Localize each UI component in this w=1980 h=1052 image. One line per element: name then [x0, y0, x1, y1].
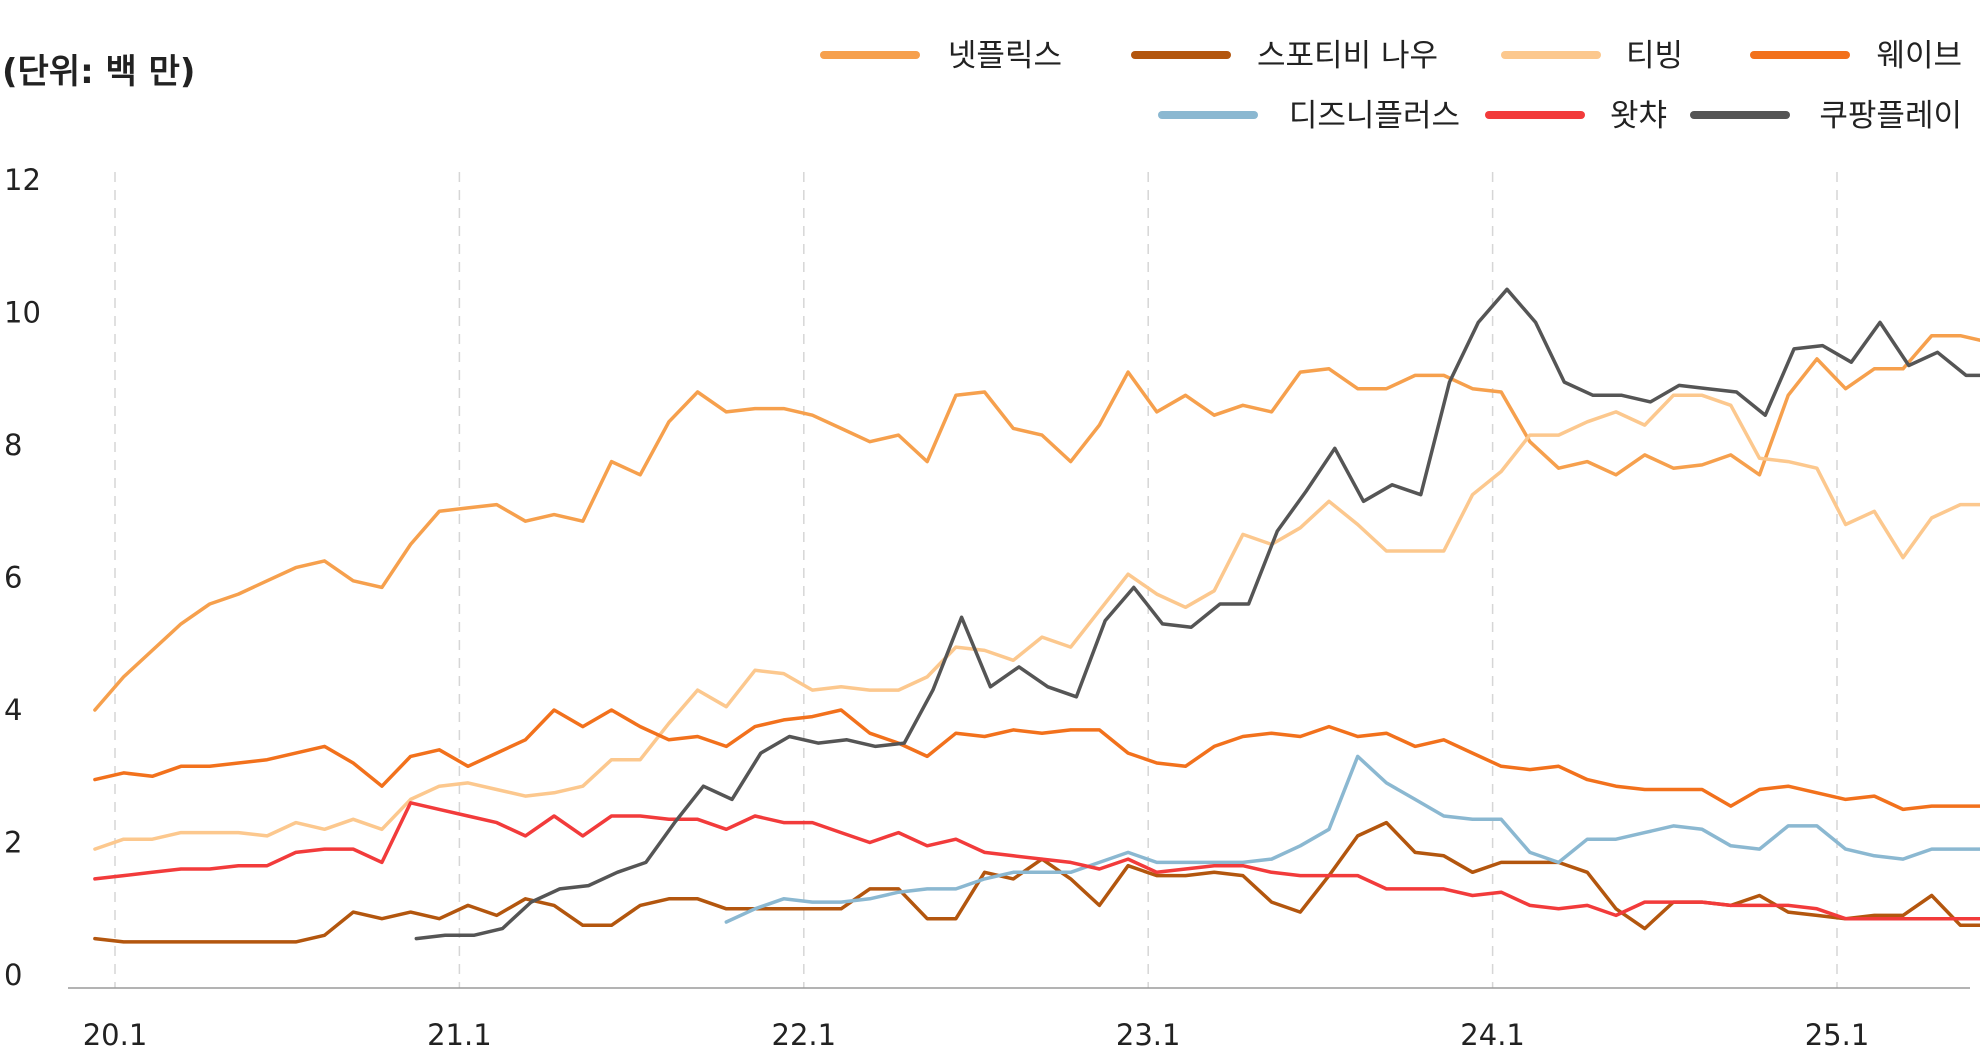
series-6-legend-label: 왓챠 — [1610, 98, 1667, 134]
series-4-legend-label: 웨이브 — [1876, 38, 1962, 74]
series-2-legend-label: 스포티비 나우 — [1257, 38, 1438, 74]
series-2-line — [93, 820, 1980, 944]
vertical-grid — [114, 172, 1838, 988]
series-5-line — [724, 754, 1980, 924]
series-6-line — [93, 801, 1980, 921]
y-tick-label: 8 — [4, 428, 22, 462]
x-tick-label: 20.1 — [83, 1018, 148, 1052]
y-tick-label: 12 — [4, 163, 41, 197]
y-axis: 0 2 4 6 8 10 12 — [4, 163, 41, 992]
series-5-legend-label: 디즈니플러스 — [1289, 98, 1460, 134]
y-tick-label: 6 — [4, 561, 22, 595]
x-tick-label: 22.1 — [772, 1018, 837, 1052]
series-lines — [93, 287, 1980, 944]
x-tick-label: 24.1 — [1460, 1018, 1525, 1052]
x-axis: 20.1 21.1 22.1 23.1 24.1 25.1 — [83, 1018, 1870, 1052]
series-7-line — [414, 287, 1980, 941]
series-7-legend-label: 쿠팡플레이 — [1819, 98, 1962, 134]
x-tick-label: 21.1 — [427, 1018, 492, 1052]
x-tick-label: 25.1 — [1805, 1018, 1870, 1052]
y-tick-label: 0 — [4, 958, 22, 992]
y-tick-label: 10 — [4, 296, 41, 330]
y-tick-label: 4 — [4, 693, 22, 727]
series-1-line — [93, 333, 1980, 712]
series-4-line — [93, 708, 1980, 812]
unit-label: (단위: 백 만) — [2, 52, 195, 92]
series-3-legend-label: 티빙 — [1626, 38, 1683, 74]
series-1-legend-label: 넷플릭스 — [948, 38, 1062, 74]
y-tick-label: 2 — [4, 826, 22, 860]
series-3-line — [93, 393, 1980, 851]
x-tick-label: 23.1 — [1116, 1018, 1181, 1052]
